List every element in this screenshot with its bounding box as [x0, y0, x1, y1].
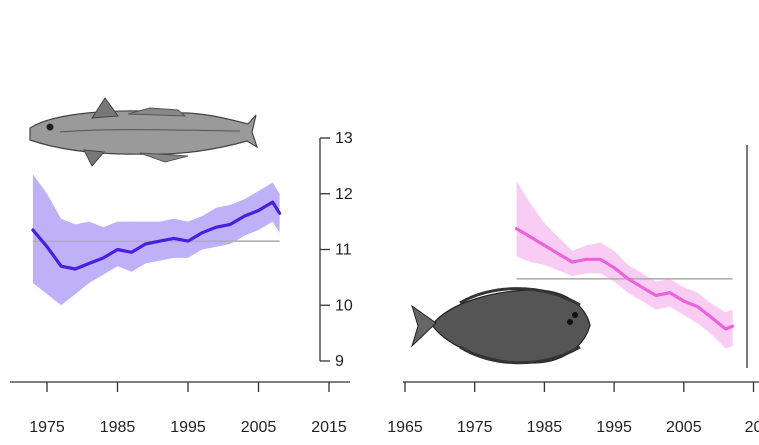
x-axis-0: 1975 1985 1995 2005 2015 — [10, 381, 350, 436]
x-tick-label: 20 — [745, 419, 759, 436]
series-line-0 — [31, 200, 282, 271]
x-tick-label: 1985 — [527, 419, 563, 436]
x-tick-label: 1995 — [596, 419, 632, 436]
right-panel: 1965 1975 1985 1995 2005 20 — [387, 145, 759, 436]
x-tick-label: 2015 — [311, 419, 347, 436]
x-axis-1: 1965 1975 1985 1995 2005 20 — [387, 381, 759, 436]
x-tick-label: 1995 — [170, 419, 206, 436]
series-line — [31, 200, 282, 271]
y-axis-0: 9 10 11 12 13 — [319, 130, 353, 370]
left-panel: 1975 1985 1995 2005 2015 9 10 11 12 13 — [10, 97, 353, 436]
x-tick-label: 1985 — [100, 419, 136, 436]
x-tick-label: 1975 — [457, 419, 493, 436]
y-tick-label: 11 — [335, 242, 352, 259]
y-tick-label: 12 — [335, 186, 353, 203]
whiting-fish-icon — [29, 97, 259, 167]
flatfish-icon — [410, 287, 591, 365]
series-line-1 — [514, 227, 735, 331]
x-tick-label: 2005 — [241, 419, 277, 436]
confidence-band — [516, 181, 733, 349]
series-line — [514, 227, 735, 331]
y-tick-label: 9 — [335, 353, 344, 370]
y-tick-label: 10 — [335, 297, 353, 314]
confidence-band — [32, 174, 280, 306]
confidence-band-series-1 — [516, 181, 733, 349]
y-tick-label: 13 — [335, 130, 353, 147]
x-tick-label: 2005 — [666, 419, 702, 436]
x-tick-label: 1975 — [29, 419, 65, 436]
x-tick-label: 1965 — [387, 419, 423, 436]
confidence-band-series-0 — [32, 174, 280, 306]
